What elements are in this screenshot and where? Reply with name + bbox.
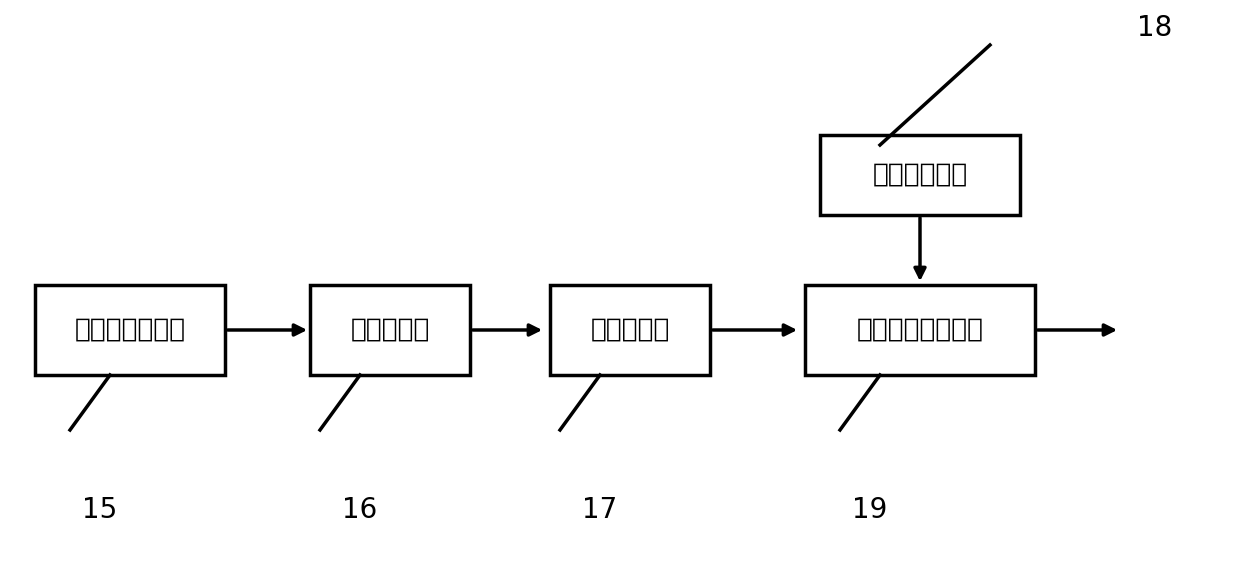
Text: 19: 19 xyxy=(852,496,888,524)
Text: 霍尔电流传感器: 霍尔电流传感器 xyxy=(74,317,186,343)
Bar xyxy=(805,285,1035,375)
Text: 带通滤波器: 带通滤波器 xyxy=(590,317,670,343)
Text: 17: 17 xyxy=(583,496,618,524)
Text: 相关信号处理电路: 相关信号处理电路 xyxy=(857,317,983,343)
Text: 前置放大器: 前置放大器 xyxy=(351,317,430,343)
Bar xyxy=(820,135,1021,215)
Bar xyxy=(310,285,470,375)
Text: 18: 18 xyxy=(1137,14,1173,42)
Text: 15: 15 xyxy=(82,496,118,524)
Text: 16: 16 xyxy=(342,496,378,524)
Bar xyxy=(551,285,711,375)
Text: 信号发生电路: 信号发生电路 xyxy=(873,162,967,188)
Bar xyxy=(35,285,224,375)
